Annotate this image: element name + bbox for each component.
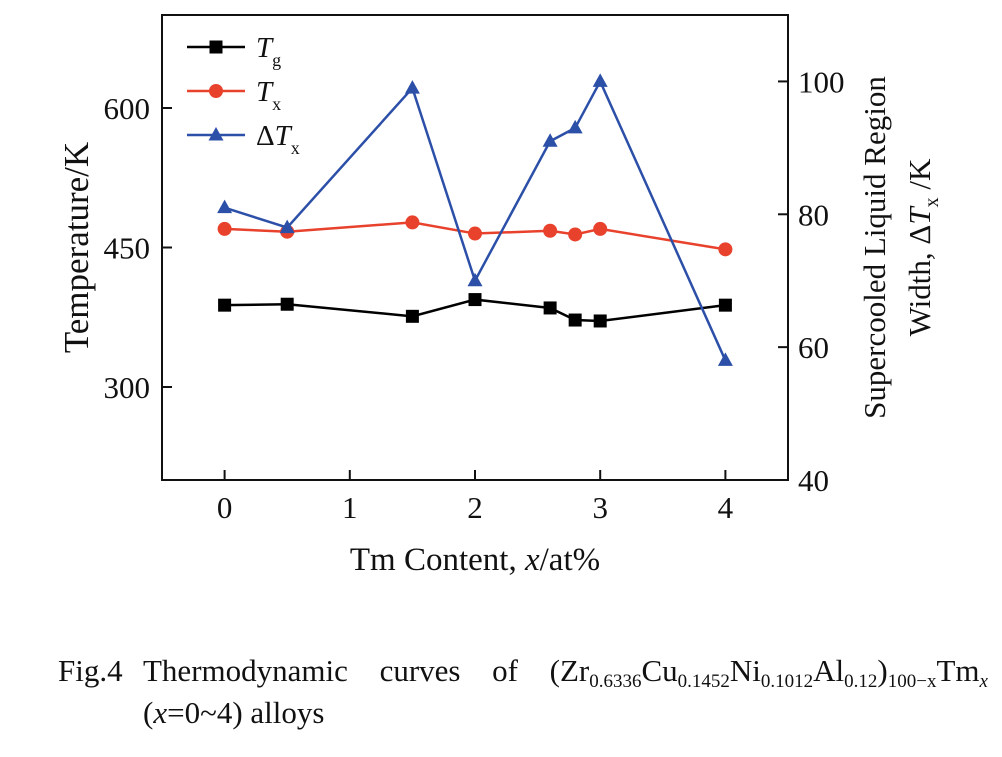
data-point [543, 223, 558, 238]
data-point [593, 221, 608, 236]
caption-word: Thermodynamic [143, 653, 348, 688]
y-left-tick-label: 600 [104, 91, 151, 126]
chart: 0 1 2 3 4 300 450 600 40 60 80 100 Tm Content, x/at%… [57, 14, 943, 578]
legend-label: ΔTx [256, 120, 300, 158]
series-line [224, 78, 727, 361]
y-left-tick-label: 300 [104, 370, 151, 405]
data-point [718, 298, 732, 312]
caption-formula: (Zr0.6336Cu0.1452Ni0.1012Al0.12)100−xTmx [549, 653, 988, 692]
y-right-axis-label-line2: Width, ΔTx /K [902, 158, 943, 336]
caption-word: of [492, 653, 518, 688]
figure-caption: Fig.4 Thermodynamic curves of (Zr0.6336C… [58, 650, 988, 734]
x-tick-label: 2 [467, 490, 483, 525]
legend-label: Tg [256, 32, 281, 70]
legend-marker [208, 127, 224, 141]
caption-line-2: (x=0~4) alloys [143, 695, 325, 730]
y-right-axis-label-line1: Supercooled Liquid Region [857, 76, 892, 419]
data-point [593, 314, 607, 328]
x-tick-label: 0 [217, 490, 233, 525]
y-left-tick-label: 450 [104, 231, 151, 266]
data-point [280, 297, 294, 311]
data-point [217, 199, 233, 214]
data-point [543, 301, 557, 315]
data-point [568, 313, 582, 327]
series-0 [218, 293, 732, 328]
data-point [467, 272, 483, 287]
caption-word: curves [379, 653, 461, 688]
data-point [279, 219, 295, 234]
data-point [567, 119, 583, 134]
legend: Tg Tx ΔTx [187, 32, 300, 158]
y-right-tick-label: 40 [798, 463, 829, 498]
x-tick-label: 3 [592, 490, 608, 525]
data-point [405, 215, 420, 230]
legend-entry: Tg [187, 32, 281, 70]
data-point [468, 293, 482, 307]
caption-label: Fig.4 [58, 653, 123, 688]
series-1 [217, 215, 733, 257]
data-point [718, 242, 733, 257]
data-point [468, 226, 482, 241]
x-axis-label: Tm Content, x/at% [350, 542, 600, 578]
data-point [218, 298, 232, 312]
legend-label: Tx [256, 76, 281, 114]
data-point [404, 80, 420, 94]
data-point [405, 309, 419, 323]
data-point [717, 352, 733, 366]
y-right-tick-label: 80 [798, 197, 829, 232]
x-tick-label: 4 [718, 490, 734, 525]
data-point [217, 221, 232, 236]
data-point [568, 227, 583, 242]
series-2 [217, 73, 733, 366]
y-left-axis-label: Temperature/K [57, 142, 96, 353]
y-right-tick-label: 100 [798, 64, 845, 99]
data-point [592, 73, 608, 87]
y-right-tick-label: 60 [798, 330, 829, 365]
series-layer [217, 73, 733, 366]
legend-marker [209, 40, 223, 54]
data-point [542, 133, 558, 147]
plot-axes: 0 1 2 3 4 300 450 600 40 60 80 100 Tm Content, x/at%… [57, 14, 943, 578]
legend-entry: ΔTx [187, 120, 300, 158]
legend-entry: Tx [187, 76, 281, 114]
x-tick-label: 1 [342, 490, 358, 525]
legend-marker [209, 84, 223, 98]
